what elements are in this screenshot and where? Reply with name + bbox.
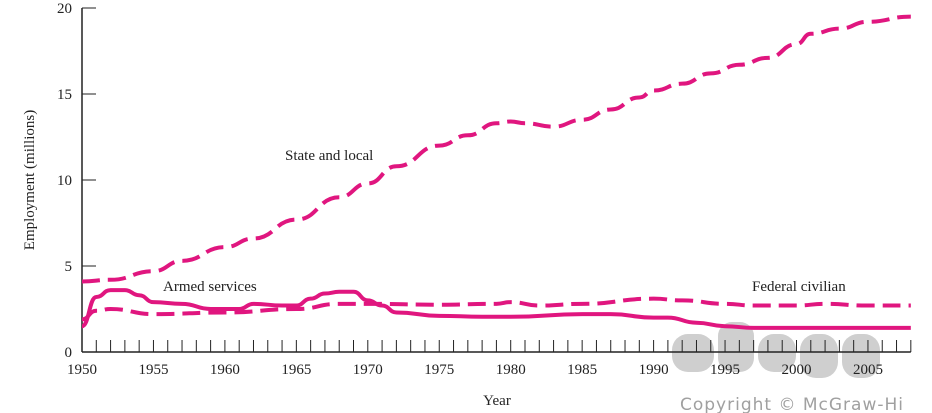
x-tick-label: 1960	[210, 362, 240, 378]
label-federal-civilian: Federal civilian	[752, 279, 846, 295]
label-state-and-local: State and local	[285, 148, 373, 164]
y-tick-label: 0	[65, 345, 73, 361]
x-tick-label: 1990	[639, 362, 669, 378]
watermark-shape	[842, 334, 880, 378]
watermark-shape	[800, 334, 838, 378]
y-tick-label: 5	[65, 259, 73, 275]
chegg-watermark-logo	[672, 322, 880, 378]
x-axis-label: Year	[483, 393, 511, 409]
x-tick-label: 1985	[567, 362, 597, 378]
label-armed-services: Armed services	[163, 279, 257, 295]
series-state-and-local	[81, 14, 911, 284]
series-armed-services	[81, 288, 911, 330]
x-tick-label: 1995	[710, 362, 740, 378]
watermark-shape	[672, 334, 714, 372]
x-tick-label: 2000	[782, 362, 812, 378]
x-tick-label: 1950	[67, 362, 97, 378]
x-tick-label: 2005	[853, 362, 883, 378]
x-tick-label: 1965	[281, 362, 311, 378]
x-tick-label: 1975	[424, 362, 454, 378]
y-tick-label: 10	[57, 173, 72, 189]
copyright-text: Copyright © McGraw-Hi	[680, 395, 904, 413]
series-federal-civilian	[81, 296, 911, 322]
y-axis-label: Employment (millions)	[22, 110, 38, 250]
watermark-shape	[718, 322, 754, 372]
x-tick-label: 1970	[353, 362, 383, 378]
y-tick-label: 15	[57, 87, 72, 103]
x-tick-label: 1955	[138, 362, 168, 378]
x-tick-label: 1980	[496, 362, 526, 378]
y-tick-label: 20	[57, 1, 72, 17]
